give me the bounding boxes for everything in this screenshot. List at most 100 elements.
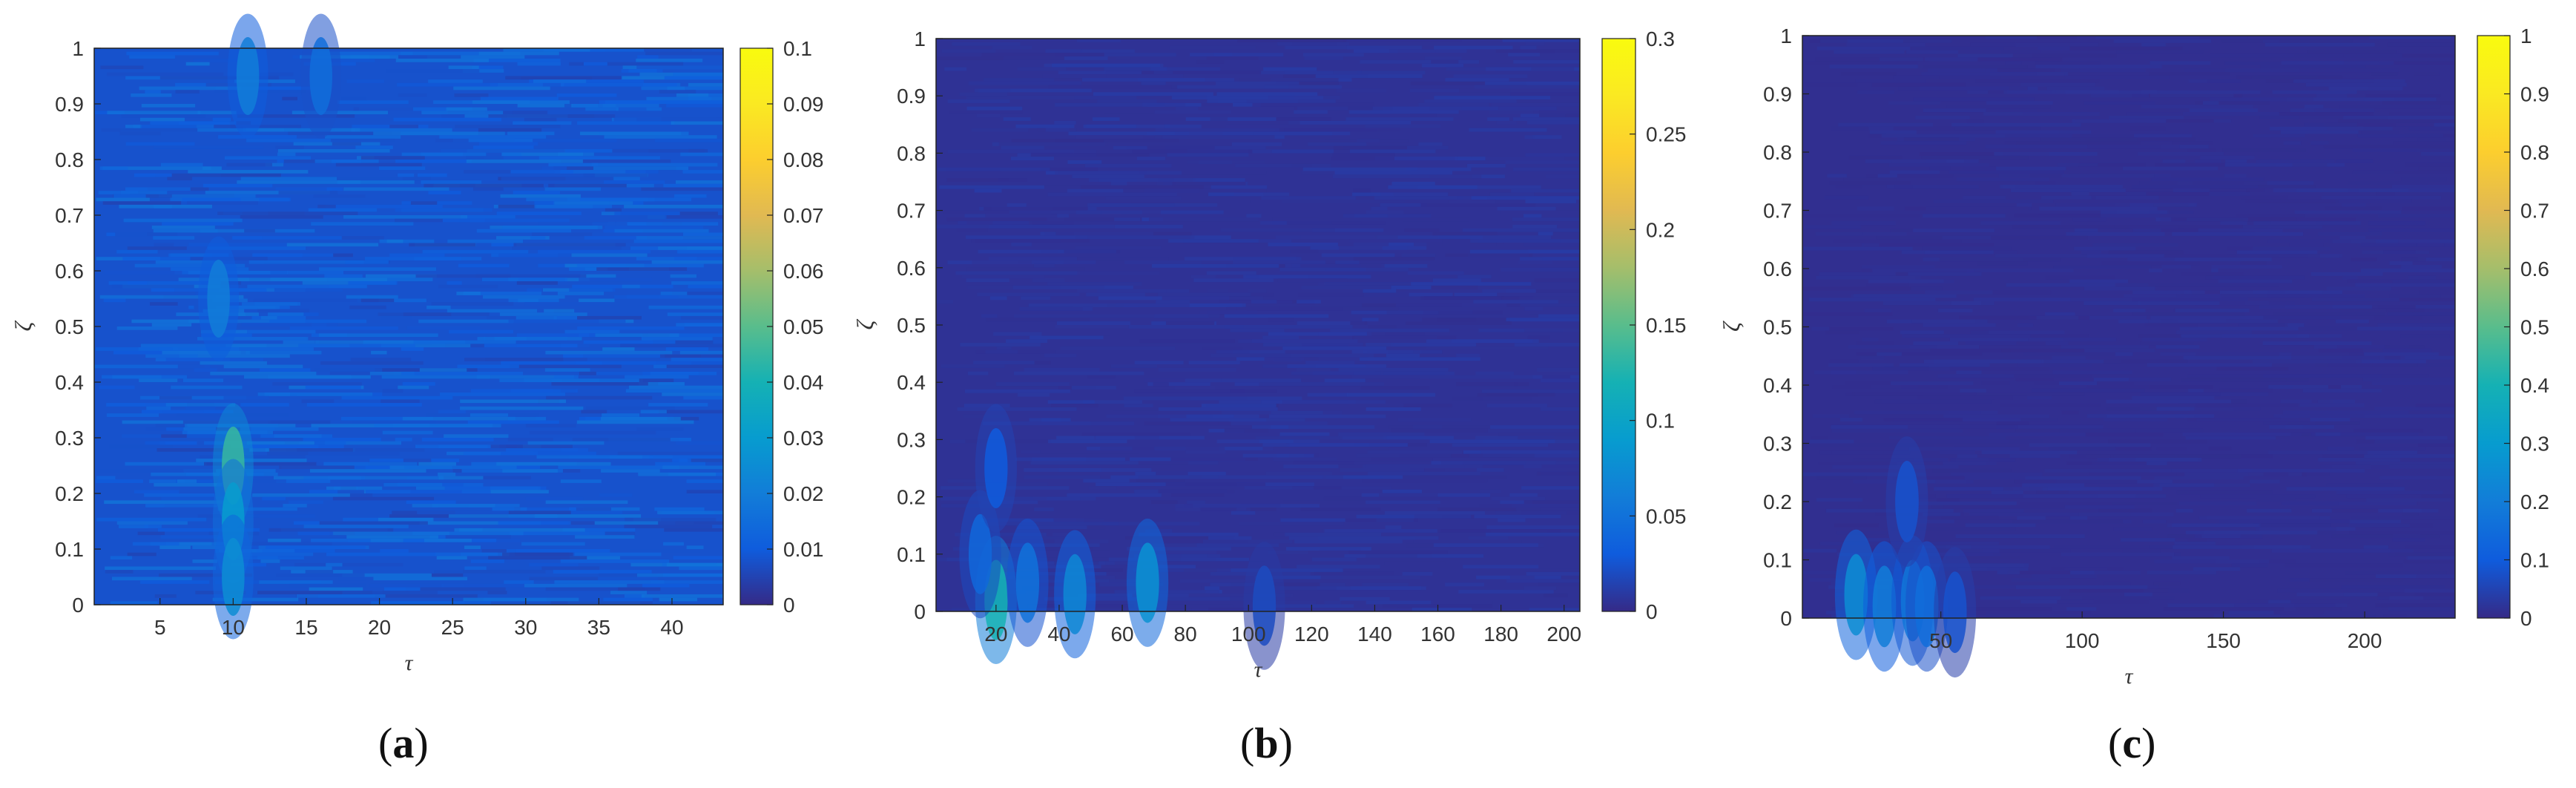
heatmap-streak [2357,134,2444,138]
heatmap-streak [2307,50,2397,54]
heatmap-streak [1190,53,1232,57]
heatmap-streak [569,288,616,292]
heatmap-streak [2364,352,2439,356]
heatmap-streak [952,42,1021,46]
heatmap-streak [1526,571,1580,576]
heatmap-streak [439,135,547,139]
x-tick-label: 200 [2348,629,2382,652]
heatmap-streak [1336,88,1386,93]
heatmap-streak [2200,494,2316,499]
heatmap-streak [585,107,639,111]
heatmap-streak [218,135,297,139]
heatmap-streak [481,278,568,282]
heatmap-streak [1410,114,1437,118]
heatmap-streak [1812,414,1850,418]
heatmap-streak [1980,596,2083,600]
heatmap-streak [105,566,217,571]
heatmap-streak [402,177,431,181]
heatmap-streak [179,354,290,358]
heatmap-streak [513,121,572,125]
heatmap-streak [366,490,491,493]
heatmap-streak [1432,232,1538,236]
heatmap-streak [2035,181,2056,185]
heatmap-streak [1234,382,1265,387]
heatmap-streak [2259,115,2300,119]
heatmap-streak [1991,490,2023,495]
heatmap-streak [636,427,684,431]
heatmap-streak [2270,126,2364,131]
heatmap-streak [1366,500,1440,505]
heatmap-streak [657,510,723,515]
heatmap-streak [1154,135,1275,139]
heatmap-streak [1314,571,1394,576]
heatmap-streak [270,278,388,282]
heatmap-streak [317,204,336,209]
heatmap-streak [1389,425,1494,429]
heatmap-streak [956,228,988,232]
heatmap-streak [2219,519,2350,524]
x-tick-label: 150 [2206,629,2241,652]
heatmap-streak [1371,206,1388,211]
colorbar-tick-label: 0.07 [783,204,824,227]
heatmap-streak [448,65,479,70]
heatmap-streak [108,281,221,285]
heatmap-streak [275,145,304,149]
y-tick-label: 0.8 [1763,141,1792,164]
heatmap-streak [1500,500,1533,505]
heatmap-streak [2106,414,2215,418]
heatmap-streak [1325,267,1409,272]
heatmap-streak [1392,106,1430,111]
heatmap-streak [575,361,691,365]
heatmap-streak [257,591,372,594]
heatmap-streak [1934,199,2054,203]
heatmap-streak [435,552,503,556]
heatmap-streak [1845,232,1862,236]
heatmap-streak [1158,367,1236,372]
heatmap-streak [675,521,723,525]
heatmap-streak [2005,61,2022,65]
heatmap-streak [217,229,275,233]
heatmap-streak [358,107,473,111]
heatmap-streak [1376,518,1414,522]
heatmap-streak [1296,367,1331,372]
heatmap-streak [1259,275,1371,279]
heatmap-streak [253,298,379,303]
heatmap-streak [125,125,141,128]
heatmap-streak [1957,567,2029,571]
heatmap-streak [1926,476,2038,480]
heatmap-streak [1366,600,1433,605]
heatmap-streak [2392,538,2425,542]
heatmap-streak [2012,53,2117,58]
heatmap-streak [2187,217,2249,222]
heatmap-streak [1829,181,1911,185]
heatmap-streak [993,332,1042,336]
heatmap-streak [119,204,212,209]
heatmap-streak [2251,75,2318,79]
heatmap-streak [1475,436,1555,440]
heatmap-streak [2219,290,2323,295]
heatmap-streak [1994,341,2046,346]
heatmap-streak [2043,512,2143,516]
heatmap-streak [1353,188,1371,193]
heatmap-streak [1509,575,1535,579]
heatmap-streak [219,278,328,282]
heatmap-streak [398,173,415,177]
heatmap-streak [1914,439,2010,444]
heatmap-streak [1348,550,1448,554]
heatmap-streak [1127,547,1231,551]
heatmap-streak [1463,565,1539,569]
heatmap-streak [530,430,656,435]
heatmap-streak [311,222,414,226]
heatmap-streak [480,96,559,101]
heatmap-streak [544,187,602,191]
heatmap-streak [2356,462,2455,465]
heatmap-streak [162,410,204,414]
heatmap-streak [1165,145,1266,150]
heatmap-streak [1126,145,1215,150]
heatmap-streak [2352,170,2394,174]
heatmap-streak [399,340,516,344]
heatmap-streak [2402,508,2422,513]
heatmap-streak [2189,108,2259,113]
heatmap-streak [1147,382,1210,387]
heatmap-streak [653,340,714,344]
